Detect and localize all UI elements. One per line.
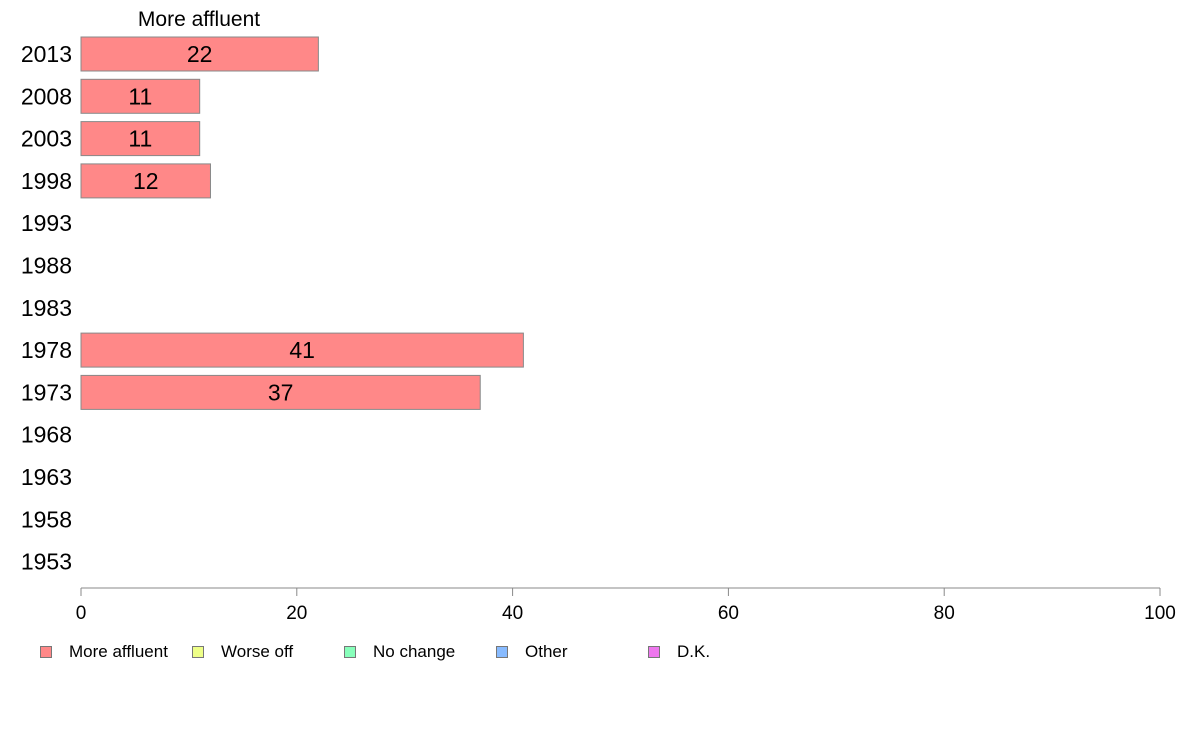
y-tick-label: 2008 — [21, 83, 72, 109]
bar-chart: More affluent 2013 2008 2003 1998 1993 1988 19… — [21, 8, 1176, 624]
x-axis: 0 20 40 60 80 100 — [76, 587, 1176, 624]
bar — [80, 374, 481, 410]
bar — [80, 78, 201, 114]
legend-item: Worse off — [192, 642, 293, 662]
legend-swatch — [648, 646, 660, 658]
y-axis-labels: 2013 2008 2003 1998 1993 1988 1983 1978 1973 1968… — [21, 41, 72, 575]
bars: 22 11 11 12 41 37 — [80, 36, 524, 410]
legend-label: D.K. — [677, 642, 711, 661]
y-tick-label: 1988 — [21, 253, 72, 279]
chart-title: More affluent — [138, 8, 260, 31]
legend-label: Other — [525, 642, 568, 661]
legend-item: Other — [496, 642, 568, 662]
bar — [80, 332, 524, 368]
legend-swatch — [192, 646, 204, 658]
y-tick-label: 2013 — [21, 41, 72, 67]
y-tick-label: 1993 — [21, 210, 72, 236]
x-tick-label: 60 — [718, 603, 739, 624]
data-label: 37 — [268, 379, 294, 405]
y-tick-label: 1958 — [21, 506, 72, 532]
legend-swatch — [496, 646, 508, 658]
data-label: 11 — [128, 126, 152, 152]
data-label: 41 — [289, 337, 315, 363]
data-label: 12 — [133, 168, 159, 194]
x-tick-label: 40 — [502, 603, 523, 624]
x-tick-label: 0 — [76, 603, 87, 624]
y-tick-label: 1973 — [21, 379, 72, 405]
data-label: 11 — [128, 83, 152, 109]
y-tick-label: 1978 — [21, 337, 72, 363]
legend-item: D.K. — [648, 642, 710, 662]
x-tick-label: 20 — [286, 603, 307, 624]
y-tick-label: 1968 — [21, 422, 72, 448]
legend-swatch — [344, 646, 356, 658]
bar — [80, 121, 201, 157]
y-tick-label: 1963 — [21, 464, 72, 490]
x-tick-label: 100 — [1144, 603, 1176, 624]
legend-label: No change — [373, 642, 456, 661]
legend-label: More affluent — [69, 642, 168, 661]
y-tick-label: 2003 — [21, 126, 72, 152]
legend-item: No change — [344, 642, 455, 662]
y-tick-label: 1953 — [21, 549, 72, 575]
legend-swatch — [40, 646, 52, 658]
y-tick-label: 1983 — [21, 295, 72, 321]
bar — [80, 163, 211, 199]
legend-label: Worse off — [221, 642, 294, 661]
legend-item: More affluent — [40, 642, 168, 662]
bar — [80, 36, 319, 72]
data-label: 22 — [187, 41, 213, 67]
legend: More affluent Worse off No change Other D.K. — [0, 642, 1188, 666]
x-tick-label: 80 — [934, 603, 955, 624]
y-tick-label: 1998 — [21, 168, 72, 194]
